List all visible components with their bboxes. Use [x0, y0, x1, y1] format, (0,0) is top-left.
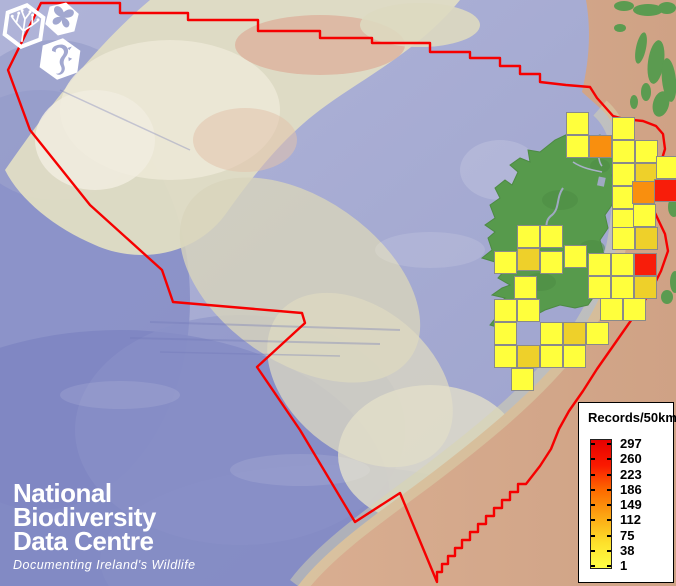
legend-tick-mark — [607, 488, 611, 491]
shelf-region-central — [179, 177, 522, 525]
record-square[interactable] — [612, 140, 635, 163]
record-square[interactable] — [517, 248, 540, 271]
record-square[interactable] — [634, 253, 657, 276]
legend-tick-value: 260 — [620, 451, 642, 467]
record-square[interactable] — [600, 298, 623, 321]
record-square[interactable] — [540, 345, 563, 368]
legend-tick-mark — [607, 534, 611, 537]
scotland-hills — [614, 1, 676, 117]
record-square[interactable] — [494, 299, 517, 322]
legend-color-ramp — [590, 439, 612, 569]
legend-tick-mark — [591, 519, 595, 522]
record-square[interactable] — [494, 322, 517, 345]
record-square[interactable] — [654, 179, 676, 202]
record-square[interactable] — [634, 276, 657, 299]
legend-tick-value: 297 — [620, 436, 642, 451]
legend-tick-mark — [591, 565, 595, 567]
record-square[interactable] — [588, 276, 611, 299]
legend-tick-value: 186 — [620, 481, 642, 497]
record-square[interactable] — [566, 112, 589, 135]
legend-tick-mark — [591, 504, 595, 506]
record-square[interactable] — [563, 322, 586, 345]
logo-line-3: Data Centre — [13, 526, 154, 556]
legend-tick-mark — [607, 549, 611, 552]
legend-tick-value: 223 — [620, 466, 642, 482]
legend-tick-value: 1 — [620, 558, 628, 573]
record-square[interactable] — [612, 227, 635, 250]
record-square[interactable] — [540, 322, 563, 345]
britain-edge-patches — [661, 197, 676, 304]
legend-tick-mark — [607, 458, 611, 461]
record-square[interactable] — [540, 251, 563, 274]
seahorse-hexagon-icon — [39, 38, 81, 80]
record-square[interactable] — [517, 225, 540, 248]
record-square[interactable] — [589, 135, 612, 158]
nbdc-logo-hexagons — [2, 2, 81, 80]
record-square[interactable] — [511, 368, 534, 391]
legend-tick-mark — [607, 473, 611, 476]
nbdc-logo: National Biodiversity Data Centre Docume… — [13, 478, 196, 572]
legend-tick-mark — [591, 549, 595, 552]
logo-tagline: Documenting Ireland's Wildlife — [13, 558, 196, 572]
record-square[interactable] — [586, 322, 609, 345]
legend-tick-mark — [591, 458, 595, 461]
logo-line-2: Biodiversity — [13, 502, 156, 532]
legend-tick-mark — [607, 565, 611, 567]
record-square[interactable] — [564, 245, 587, 268]
legend-title: Records/50km — [588, 410, 676, 425]
lough-neagh — [597, 176, 606, 187]
legend-tick-mark — [591, 443, 595, 445]
legend-tick-mark — [591, 473, 595, 476]
record-square[interactable] — [494, 251, 517, 274]
legend-tick-mark — [591, 534, 595, 537]
legend-tick-mark — [591, 488, 595, 491]
record-square[interactable] — [566, 135, 589, 158]
record-square[interactable] — [635, 140, 658, 163]
record-square[interactable] — [656, 156, 676, 179]
legend-tick-value: 75 — [620, 527, 635, 543]
record-square[interactable] — [588, 253, 611, 276]
record-square[interactable] — [517, 299, 540, 322]
record-square[interactable] — [563, 345, 586, 368]
record-square[interactable] — [514, 276, 537, 299]
record-square[interactable] — [623, 298, 646, 321]
legend-tick-value: 112 — [620, 512, 641, 528]
record-square[interactable] — [517, 345, 540, 368]
record-square[interactable] — [612, 117, 635, 140]
legend-tick-mark — [607, 504, 611, 506]
tree-hexagon-icon — [2, 2, 46, 50]
shelf-region-northwest — [5, 0, 480, 255]
butterfly-hexagon-icon — [45, 2, 79, 36]
legend-tick-mark — [607, 519, 611, 522]
seafloor-ridges — [59, 89, 401, 357]
legend-tick-value: 149 — [620, 497, 642, 512]
designated-area-boundary — [6, 1, 670, 584]
legend-tick-mark — [607, 443, 611, 445]
logo-line-1: National — [13, 478, 112, 508]
record-square[interactable] — [611, 253, 634, 276]
record-square[interactable] — [494, 345, 517, 368]
legend-panel: Records/50km 297 260 223 186 149 112 75 38 1 — [578, 402, 676, 583]
record-square[interactable] — [635, 227, 658, 250]
record-square[interactable] — [540, 225, 563, 248]
legend-tick-value: 38 — [620, 542, 635, 558]
record-square[interactable] — [612, 163, 635, 186]
record-square[interactable] — [611, 276, 634, 299]
record-square[interactable] — [633, 204, 656, 227]
record-square[interactable] — [632, 181, 655, 204]
